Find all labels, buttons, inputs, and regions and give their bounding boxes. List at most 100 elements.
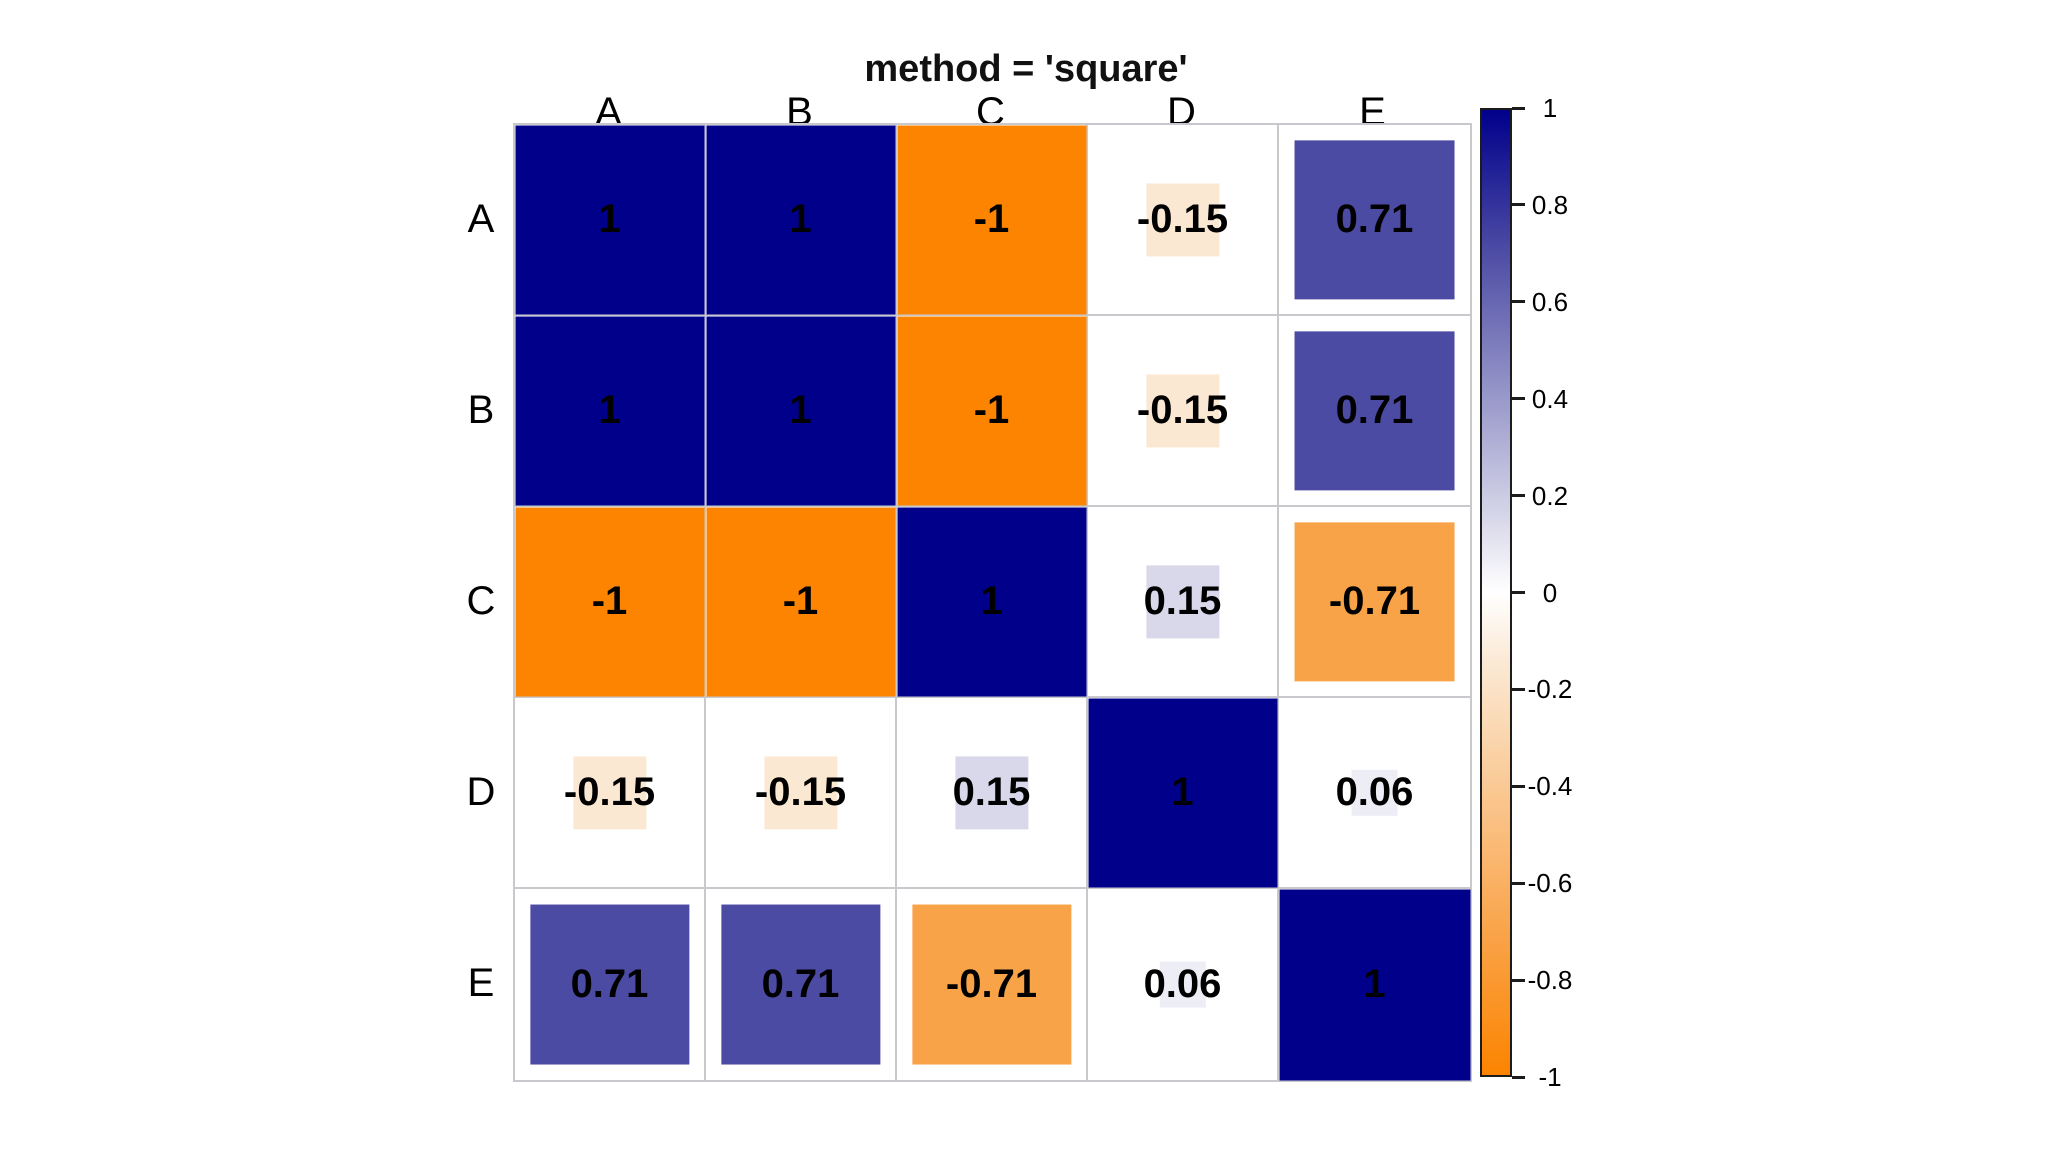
colorbar-tick-label: -0.6	[1527, 868, 1573, 899]
correlation-square	[1294, 139, 1455, 300]
colorbar-tick-label: -1	[1538, 1062, 1562, 1092]
cell-value: 1	[789, 197, 812, 241]
cell-value: -0.15	[1136, 388, 1229, 432]
matrix-cell-D-E: 0.06	[1279, 698, 1470, 889]
cell-value: 0.15	[1143, 579, 1222, 623]
cell-value: -0.15	[563, 770, 656, 814]
cell-value: 1	[598, 388, 621, 432]
colorbar-tick-label: -0.2	[1527, 674, 1573, 705]
colorbar-tick-label: 1	[1542, 93, 1558, 123]
matrix-cell-C-B: -1	[706, 507, 897, 698]
correlation-square	[897, 316, 1086, 505]
row-label-E: E	[467, 960, 495, 1005]
correlation-square	[1351, 769, 1398, 816]
colorbar-tick-label: 0.2	[1531, 480, 1569, 511]
correlation-square	[1088, 698, 1277, 887]
matrix-cell-D-D: 1	[1088, 698, 1279, 889]
colorbar-tick-label: -0.4	[1527, 771, 1573, 802]
row-label-C: C	[466, 578, 496, 623]
matrix-cell-C-E: -0.71	[1279, 507, 1470, 698]
correlation-square	[515, 507, 704, 696]
matrix-cell-D-C: 0.15	[897, 698, 1088, 889]
correlation-square	[1159, 961, 1206, 1008]
matrix-cell-C-C: 1	[897, 507, 1088, 698]
cell-value: -0.15	[1136, 197, 1229, 241]
correlation-square	[1145, 182, 1220, 257]
cell-value: 0.06	[1143, 962, 1222, 1006]
correlation-square	[897, 507, 1086, 696]
matrix-cell-A-C: -1	[897, 125, 1088, 316]
matrix-cell-A-E: 0.71	[1279, 125, 1470, 316]
cell-value: -1	[591, 579, 628, 623]
cell-value: -0.71	[945, 962, 1038, 1006]
colorbar-tick-label: 0.4	[1531, 383, 1569, 414]
correlation-square	[911, 904, 1072, 1065]
matrix-cell-E-E: 1	[1279, 889, 1470, 1080]
cell-value: 1	[980, 579, 1003, 623]
matrix-cell-B-E: 0.71	[1279, 316, 1470, 507]
matrix-cell-A-B: 1	[706, 125, 897, 316]
cell-value: 0.71	[1335, 197, 1414, 241]
colorbar-tick-label: 0	[1542, 577, 1558, 608]
correlation-square	[720, 904, 881, 1065]
correlation-square	[1279, 889, 1470, 1080]
correlation-square	[954, 755, 1029, 830]
colorbar-tick	[1512, 591, 1525, 594]
matrix-cell-A-D: -0.15	[1088, 125, 1279, 316]
matrix-cell-C-D: 0.15	[1088, 507, 1279, 698]
colorbar-tick	[1512, 881, 1525, 885]
colorbar-tick	[1512, 494, 1525, 498]
row-label-B: B	[467, 387, 495, 432]
correlation-square	[706, 507, 895, 696]
correlation-square	[763, 755, 838, 830]
matrix-cell-E-D: 0.06	[1088, 889, 1279, 1080]
colorbar: 1 0.8 0.6 0.4 0.2 0 -0.2 -0.4 -0.6 -0.8 -1	[1480, 95, 1610, 1090]
correlation-square	[572, 755, 647, 830]
matrix-cell-C-A: -1	[515, 507, 706, 698]
cell-value: 0.71	[761, 962, 840, 1006]
colorbar-tick-label: 0.6	[1531, 286, 1569, 317]
matrix-cell-B-A: 1	[515, 316, 706, 507]
cell-value: -0.15	[754, 770, 847, 814]
correlation-square	[515, 125, 704, 314]
matrix-cell-D-B: -0.15	[706, 698, 897, 889]
colorbar-tick-label: 0.8	[1531, 189, 1569, 220]
colorbar-tick-label: -0.8	[1527, 965, 1573, 996]
correlation-square	[1294, 521, 1455, 682]
colorbar-tick	[1512, 687, 1525, 691]
correlation-square	[706, 316, 895, 505]
cell-value: -0.71	[1328, 579, 1421, 623]
colorbar-tick	[1512, 203, 1525, 207]
matrix-cell-B-B: 1	[706, 316, 897, 507]
correlation-square	[706, 125, 895, 314]
matrix-cell-A-A: 1	[515, 125, 706, 316]
cell-value: 0.06	[1335, 770, 1414, 814]
matrix-cell-B-C: -1	[897, 316, 1088, 507]
colorbar-tick	[1512, 106, 1525, 110]
cell-value: 1	[789, 388, 812, 432]
colorbar-tick	[1512, 1075, 1525, 1079]
matrix-cell-E-C: -0.71	[897, 889, 1088, 1080]
matrix-cell-B-D: -0.15	[1088, 316, 1279, 507]
cell-value: 0.71	[570, 962, 649, 1006]
cell-value: -1	[973, 197, 1010, 241]
correlation-matrix-grid: 1 1 -1 -0.15 0.71 1 1 -1 -0.15 0.71 -1 -1 1 0.15 -0.71…	[513, 123, 1472, 1082]
cell-value: -1	[782, 579, 819, 623]
plot-title: method = 'square'	[864, 48, 1188, 90]
correlation-square	[1145, 373, 1220, 448]
colorbar-tick	[1512, 784, 1525, 788]
colorbar-tick	[1512, 300, 1525, 304]
matrix-cell-E-A: 0.71	[515, 889, 706, 1080]
colorbar-gradient	[1480, 108, 1512, 1077]
correlation-square	[515, 316, 704, 505]
colorbar-tick	[1512, 397, 1525, 401]
colorbar-tick	[1512, 978, 1525, 982]
cell-value: 0.71	[1335, 388, 1414, 432]
matrix-cell-D-A: -0.15	[515, 698, 706, 889]
cell-value: 0.15	[952, 770, 1031, 814]
correlation-square	[529, 904, 690, 1065]
cell-value: 1	[1171, 770, 1194, 814]
cell-value: 1	[1363, 962, 1386, 1006]
correlation-square	[897, 125, 1086, 314]
